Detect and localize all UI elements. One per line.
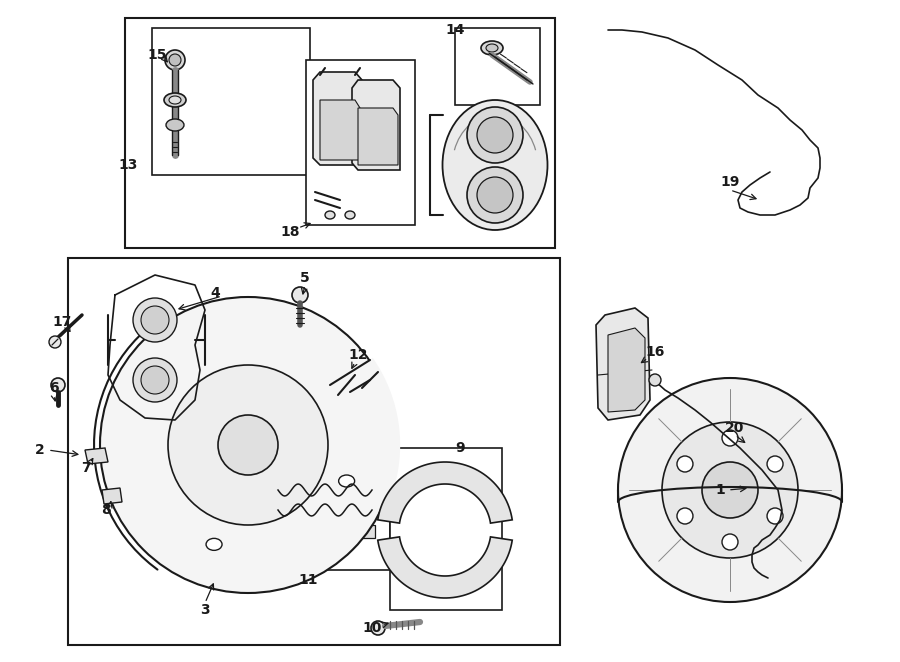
Ellipse shape bbox=[486, 44, 498, 52]
Polygon shape bbox=[378, 537, 512, 598]
Text: 9: 9 bbox=[455, 441, 464, 455]
Circle shape bbox=[165, 50, 185, 70]
Ellipse shape bbox=[325, 211, 335, 219]
Text: 13: 13 bbox=[118, 158, 138, 172]
Bar bbox=[278, 525, 293, 538]
Polygon shape bbox=[85, 448, 108, 464]
Bar bbox=[306, 60, 415, 225]
Circle shape bbox=[467, 167, 523, 223]
Text: 8: 8 bbox=[101, 503, 111, 517]
Ellipse shape bbox=[168, 365, 328, 525]
Ellipse shape bbox=[662, 422, 798, 558]
Bar bbox=[360, 525, 375, 538]
Text: 16: 16 bbox=[645, 345, 665, 359]
Circle shape bbox=[649, 374, 661, 386]
Polygon shape bbox=[352, 80, 400, 170]
Ellipse shape bbox=[345, 211, 355, 219]
Bar bbox=[268, 468, 390, 570]
Circle shape bbox=[767, 508, 783, 524]
Circle shape bbox=[51, 378, 65, 392]
Text: 1: 1 bbox=[716, 483, 724, 497]
Bar bbox=[152, 28, 310, 175]
Polygon shape bbox=[608, 328, 645, 412]
Text: 4: 4 bbox=[210, 286, 220, 300]
Polygon shape bbox=[313, 72, 362, 165]
Text: 6: 6 bbox=[50, 381, 58, 395]
Polygon shape bbox=[102, 488, 122, 504]
Circle shape bbox=[133, 358, 177, 402]
Circle shape bbox=[767, 456, 783, 472]
Bar bbox=[125, 18, 555, 248]
Ellipse shape bbox=[618, 378, 842, 602]
Circle shape bbox=[141, 306, 169, 334]
Bar bbox=[455, 28, 540, 105]
Circle shape bbox=[141, 366, 169, 394]
Text: 5: 5 bbox=[300, 271, 310, 285]
Text: 15: 15 bbox=[148, 48, 166, 62]
Ellipse shape bbox=[206, 538, 222, 550]
Text: 10: 10 bbox=[363, 621, 382, 635]
Circle shape bbox=[292, 287, 308, 303]
Text: 3: 3 bbox=[200, 603, 210, 617]
Circle shape bbox=[467, 107, 523, 163]
Circle shape bbox=[677, 508, 693, 524]
Circle shape bbox=[218, 415, 278, 475]
Text: 17: 17 bbox=[52, 315, 72, 329]
Ellipse shape bbox=[169, 96, 181, 104]
Polygon shape bbox=[596, 308, 650, 420]
Ellipse shape bbox=[100, 297, 396, 593]
Ellipse shape bbox=[443, 100, 547, 230]
Bar bbox=[68, 258, 560, 645]
Text: 7: 7 bbox=[81, 461, 91, 475]
Ellipse shape bbox=[338, 475, 355, 487]
Polygon shape bbox=[320, 100, 360, 160]
Text: 18: 18 bbox=[280, 225, 300, 239]
Polygon shape bbox=[358, 108, 398, 165]
Bar bbox=[335, 525, 350, 538]
Ellipse shape bbox=[166, 119, 184, 131]
Text: 2: 2 bbox=[35, 443, 45, 457]
Ellipse shape bbox=[481, 41, 503, 55]
Text: 20: 20 bbox=[725, 421, 744, 435]
Text: 19: 19 bbox=[720, 175, 740, 189]
Ellipse shape bbox=[164, 93, 186, 107]
Text: 11: 11 bbox=[298, 573, 318, 587]
Polygon shape bbox=[378, 462, 512, 523]
Circle shape bbox=[677, 456, 693, 472]
Circle shape bbox=[722, 534, 738, 550]
Circle shape bbox=[477, 177, 513, 213]
Bar bbox=[300, 525, 315, 538]
Text: 14: 14 bbox=[446, 23, 464, 37]
Circle shape bbox=[722, 430, 738, 446]
Ellipse shape bbox=[702, 462, 758, 518]
Circle shape bbox=[133, 298, 177, 342]
Circle shape bbox=[477, 117, 513, 153]
Circle shape bbox=[49, 336, 61, 348]
Circle shape bbox=[169, 54, 181, 66]
Circle shape bbox=[371, 621, 385, 635]
Bar bbox=[390, 448, 502, 610]
Text: 12: 12 bbox=[348, 348, 368, 362]
